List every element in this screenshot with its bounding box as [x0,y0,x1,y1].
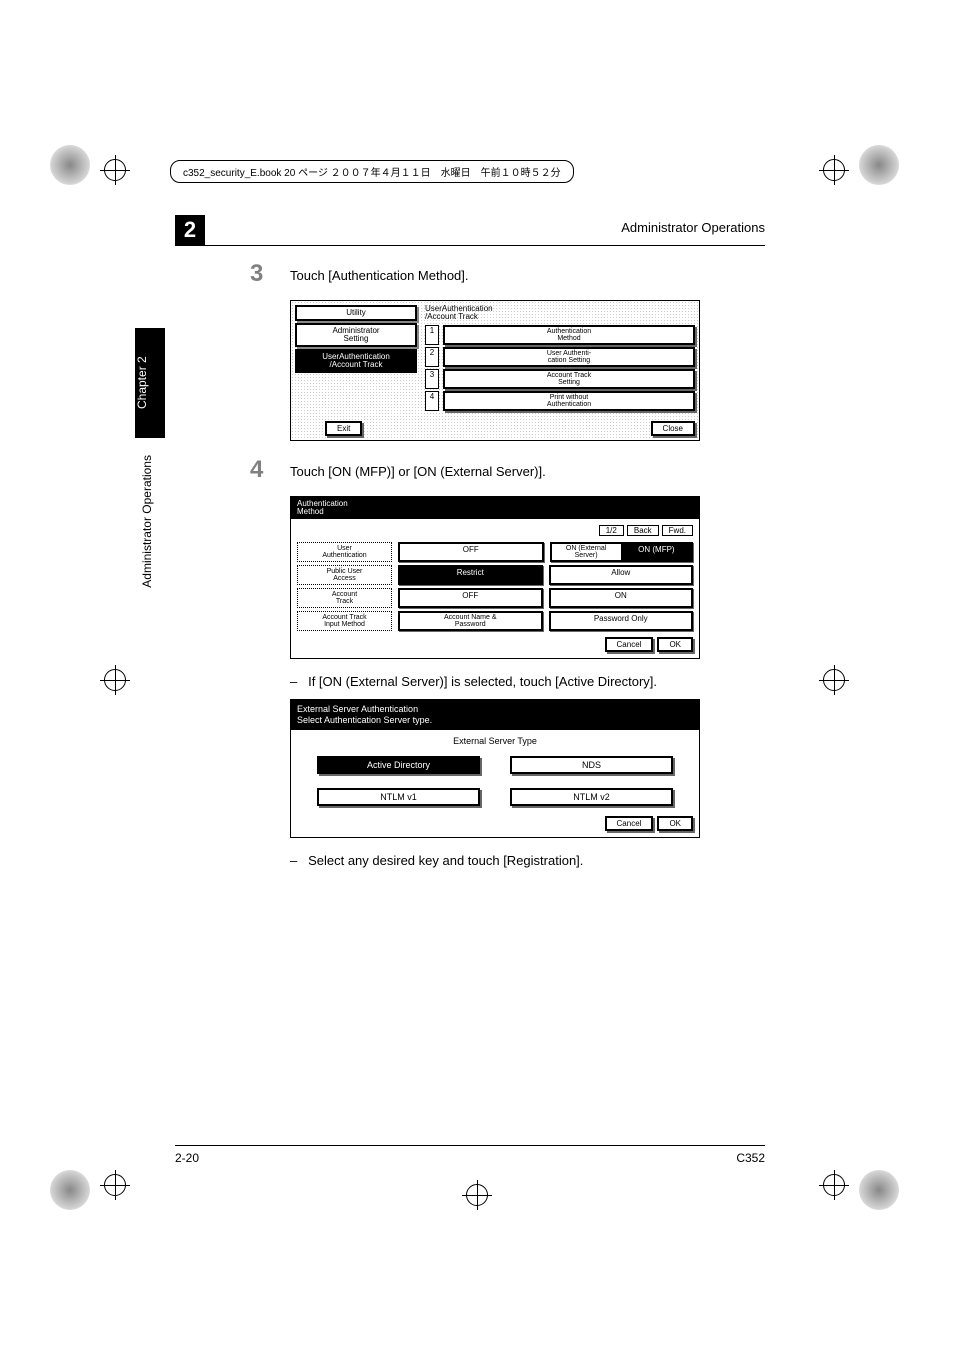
val-external-mfp[interactable]: ON (External Server) ON (MFP) [550,542,694,562]
fwd-button[interactable]: Fwd. [662,525,693,536]
menu-num: 4 [425,391,439,411]
chapter-badge: 2 [175,215,205,245]
crop-cross [819,1170,849,1200]
label-public-user: Public User Access [297,565,392,585]
menu-print-without[interactable]: Print without Authentication [443,391,695,411]
crop-mark [50,1170,90,1210]
lcd2-title: Authentication Method [291,497,699,519]
cancel-button[interactable]: Cancel [605,637,654,652]
menu-num: 3 [425,369,439,389]
close-button[interactable]: Close [651,421,695,436]
val-allow[interactable]: Allow [549,565,694,585]
crop-mark [859,145,899,185]
crop-cross [819,665,849,695]
val-name-pwd[interactable]: Account Name & Password [398,611,543,631]
step-4: 4 Touch [ON (MFP)] or [ON (External Serv… [250,456,765,484]
val-off[interactable]: OFF [398,588,543,608]
ok-button[interactable]: OK [657,637,693,652]
lcd3-subtitle: External Server Type [297,736,693,746]
val-pwd-only[interactable]: Password Only [549,611,694,631]
step-text: Touch [Authentication Method]. [290,260,469,288]
val-restrict[interactable]: Restrict [398,565,543,585]
sub-item-1: – If [ON (External Server)] is selected,… [290,674,765,689]
step-text: Touch [ON (MFP)] or [ON (External Server… [290,456,546,484]
sub-text: Select any desired key and touch [Regist… [308,853,583,868]
step-number: 3 [250,260,270,288]
content-area: 3 Touch [Authentication Method]. Utility… [250,260,765,878]
crop-mark [50,145,90,185]
split-mfp[interactable]: ON (MFP) [622,544,691,560]
crumb-admin[interactable]: Administrator Setting [295,323,417,347]
page-footer: 2-20 C352 [175,1145,765,1165]
lcd-screen-3: External Server Authentication Select Au… [290,699,700,838]
crumb-utility[interactable]: Utility [295,305,417,321]
page-title: Administrator Operations [621,220,765,235]
menu-title: UserAuthentication /Account Track [425,305,695,321]
crop-mark [859,1170,899,1210]
side-chapter-tab: Chapter 2 [135,328,165,438]
cancel-button[interactable]: Cancel [605,816,654,831]
step-3: 3 Touch [Authentication Method]. [250,260,765,288]
page-indicator: 1/2 [599,525,624,536]
val-off[interactable]: OFF [398,542,544,562]
btn-ntlm-v2[interactable]: NTLM v2 [510,788,673,806]
split-external[interactable]: ON (External Server) [552,544,622,560]
ok-button[interactable]: OK [657,816,693,831]
sub-item-2: – Select any desired key and touch [Regi… [290,853,765,868]
crop-cross [100,155,130,185]
exit-button[interactable]: Exit [325,421,362,436]
btn-active-directory[interactable]: Active Directory [317,756,480,774]
back-button[interactable]: Back [627,525,659,536]
model-number: C352 [736,1151,765,1165]
menu-auth-method[interactable]: Authentication Method [443,325,695,345]
lcd-screen-2: Authentication Method 1/2 Back Fwd. User… [290,496,700,659]
crop-cross [819,155,849,185]
btn-nds[interactable]: NDS [510,756,673,774]
menu-num: 1 [425,325,439,345]
menu-user-auth[interactable]: User Authenti- cation Setting [443,347,695,367]
crop-cross [100,1170,130,1200]
lcd-screen-1: Utility Administrator Setting UserAuthen… [290,300,700,441]
lcd3-title1: External Server Authentication [297,704,693,715]
page-number: 2-20 [175,1151,199,1165]
crumb-userauth[interactable]: UserAuthentication /Account Track [295,349,417,373]
side-title: Administrator Operations [140,455,154,588]
lcd3-title2: Select Authentication Server type. [297,715,693,726]
sub-text: If [ON (External Server)] is selected, t… [308,674,657,689]
crop-cross [462,1180,492,1210]
menu-account-track[interactable]: Account Track Setting [443,369,695,389]
label-input-method: Account Track Input Method [297,611,392,631]
page-frame: 2 Administrator Operations Chapter 2 Adm… [140,195,820,1175]
btn-ntlm-v1[interactable]: NTLM v1 [317,788,480,806]
label-account-track: Account Track [297,588,392,608]
crop-cross [100,665,130,695]
divider [175,245,765,246]
label-user-auth: User Authentication [297,542,392,562]
menu-num: 2 [425,347,439,367]
step-number: 4 [250,456,270,484]
print-header: c352_security_E.book 20 ページ ２００７年４月１１日 水… [170,160,574,183]
val-on[interactable]: ON [549,588,694,608]
